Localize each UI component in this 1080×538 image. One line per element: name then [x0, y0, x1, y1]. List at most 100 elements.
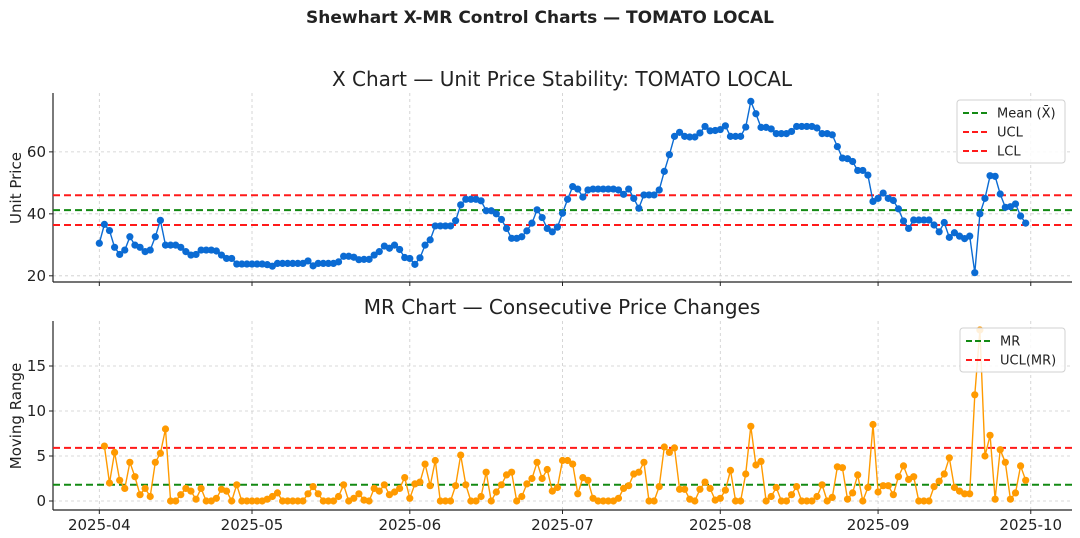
x-chart-data-point	[436, 222, 444, 230]
mr-chart-data-point	[161, 425, 170, 433]
mr-chart-data-point	[777, 497, 785, 505]
x-chart-data-point	[945, 233, 953, 241]
mr-chart-data-point	[365, 497, 373, 505]
mr-chart-data-point	[1016, 462, 1025, 470]
x-chart-ytick-label: 60	[27, 143, 46, 161]
mr-chart-data-point	[971, 391, 979, 399]
mr-chart-data-point	[675, 485, 684, 493]
mr-chart-data-point	[177, 491, 185, 499]
mr-chart-data-point	[166, 497, 175, 505]
mr-chart-data-point	[294, 497, 302, 505]
mr-chart-data-point	[762, 497, 770, 505]
x-chart-data-point	[579, 193, 587, 201]
mr-chart-data-point	[996, 446, 1004, 454]
mr-chart-xtick-label: 2025-06	[378, 516, 441, 534]
mr-chart-data-point	[966, 490, 974, 498]
x-chart-data-point	[116, 250, 124, 259]
x-chart-data-point	[981, 194, 989, 202]
mr-chart-data-point	[233, 481, 241, 489]
mr-chart-data-point	[187, 487, 195, 495]
x-chart-data-point	[747, 97, 755, 105]
x-chart-data-point	[645, 191, 653, 199]
mr-chart-data-point	[731, 497, 740, 505]
mr-chart-data-point	[574, 490, 582, 498]
mr-chart-data-point	[706, 484, 714, 492]
x-chart-data-point	[355, 256, 363, 264]
x-chart-data-point	[1016, 212, 1025, 220]
mr-chart-data-point	[899, 462, 908, 470]
mr-chart-data-point	[548, 487, 556, 495]
mr-chart-data-point	[487, 497, 495, 505]
mr-chart-data-point	[599, 497, 607, 505]
x-chart-data-point	[859, 166, 867, 175]
mr-chart-data-point	[253, 497, 261, 505]
mr-chart-data-point	[278, 497, 287, 505]
x-chart-data-point	[121, 246, 129, 254]
x-chart-data-point	[920, 216, 928, 224]
mr-chart-data-point	[1022, 476, 1030, 484]
x-chart-data-point	[574, 185, 582, 193]
mr-chart-data-point	[655, 483, 663, 491]
mr-chart-data-point	[416, 478, 424, 486]
mr-chart-data-point	[625, 482, 633, 490]
x-chart-data-point	[563, 195, 572, 203]
x-chart-data-point	[411, 260, 419, 268]
x-chart-data-point	[548, 228, 556, 236]
x-chart-data-point	[894, 205, 903, 213]
mr-chart-data-point	[614, 494, 623, 502]
x-chart-data-point	[197, 246, 205, 254]
x-chart-data-point	[630, 194, 638, 202]
x-chart-data-point	[421, 241, 429, 249]
x-chart-data-point	[518, 233, 526, 241]
mr-chart-data-point	[991, 495, 999, 503]
mr-chart-data-point	[334, 492, 343, 501]
x-chart-data-point	[879, 189, 887, 197]
x-chart-data-point	[431, 222, 439, 230]
mr-chart-data-point	[401, 474, 409, 482]
x-chart-data-point	[222, 254, 231, 263]
x-chart-data-point	[202, 246, 210, 254]
mr-chart-data-point	[838, 464, 847, 472]
x-chart-title: X Chart — Unit Price Stability: TOMATO L…	[332, 67, 793, 91]
mr-chart-data-point	[660, 443, 668, 451]
mr-chart-xtick-label: 2025-04	[68, 516, 131, 534]
mr-chart-data-point	[431, 456, 439, 465]
mr-chart-data-point	[563, 456, 572, 465]
x-chart-data-point	[874, 194, 882, 202]
mr-chart-data-point	[747, 422, 755, 430]
mr-chart-data-point	[737, 497, 745, 505]
mr-chart-ylabel: Moving Range	[7, 363, 25, 470]
mr-chart-data-point	[640, 458, 648, 466]
x-chart-data-point	[289, 259, 297, 268]
x-chart-data-point	[686, 133, 694, 141]
x-chart-data-point	[940, 218, 948, 227]
mr-chart-data-point	[635, 468, 643, 476]
mr-chart-data-point	[202, 497, 210, 505]
mr-chart-data-point	[950, 483, 959, 492]
mr-chart-data-point	[436, 497, 444, 505]
x-chart-data-point	[935, 228, 943, 236]
x-chart-data-point	[508, 234, 516, 242]
mr-chart-data-point	[1001, 458, 1009, 466]
x-chart-data-point	[457, 201, 465, 209]
mr-chart-data-point	[808, 497, 816, 505]
x-chart-data-point	[441, 222, 450, 230]
x-chart-data-point	[655, 186, 663, 194]
mr-chart-data-point	[116, 476, 124, 484]
mr-chart-data-point	[752, 461, 760, 469]
mr-chart-data-point	[935, 477, 943, 485]
x-chart-data-point	[777, 129, 785, 138]
x-chart-data-point	[446, 222, 455, 230]
mr-chart-data-point	[172, 497, 180, 505]
mr-chart-data-point	[772, 483, 780, 492]
x-chart-data-point	[426, 236, 434, 244]
x-chart-data-point	[467, 195, 475, 203]
mr-chart-ytick-label: 5	[36, 447, 46, 465]
mr-chart-data-point	[304, 490, 312, 498]
x-chart-data-point	[233, 260, 241, 268]
mr-chart-data-point	[681, 485, 689, 493]
x-chart-data-point	[849, 157, 857, 166]
mr-chart-data-point	[146, 492, 154, 501]
x-chart-data-point	[772, 129, 780, 138]
x-chart-data-point	[665, 151, 673, 159]
